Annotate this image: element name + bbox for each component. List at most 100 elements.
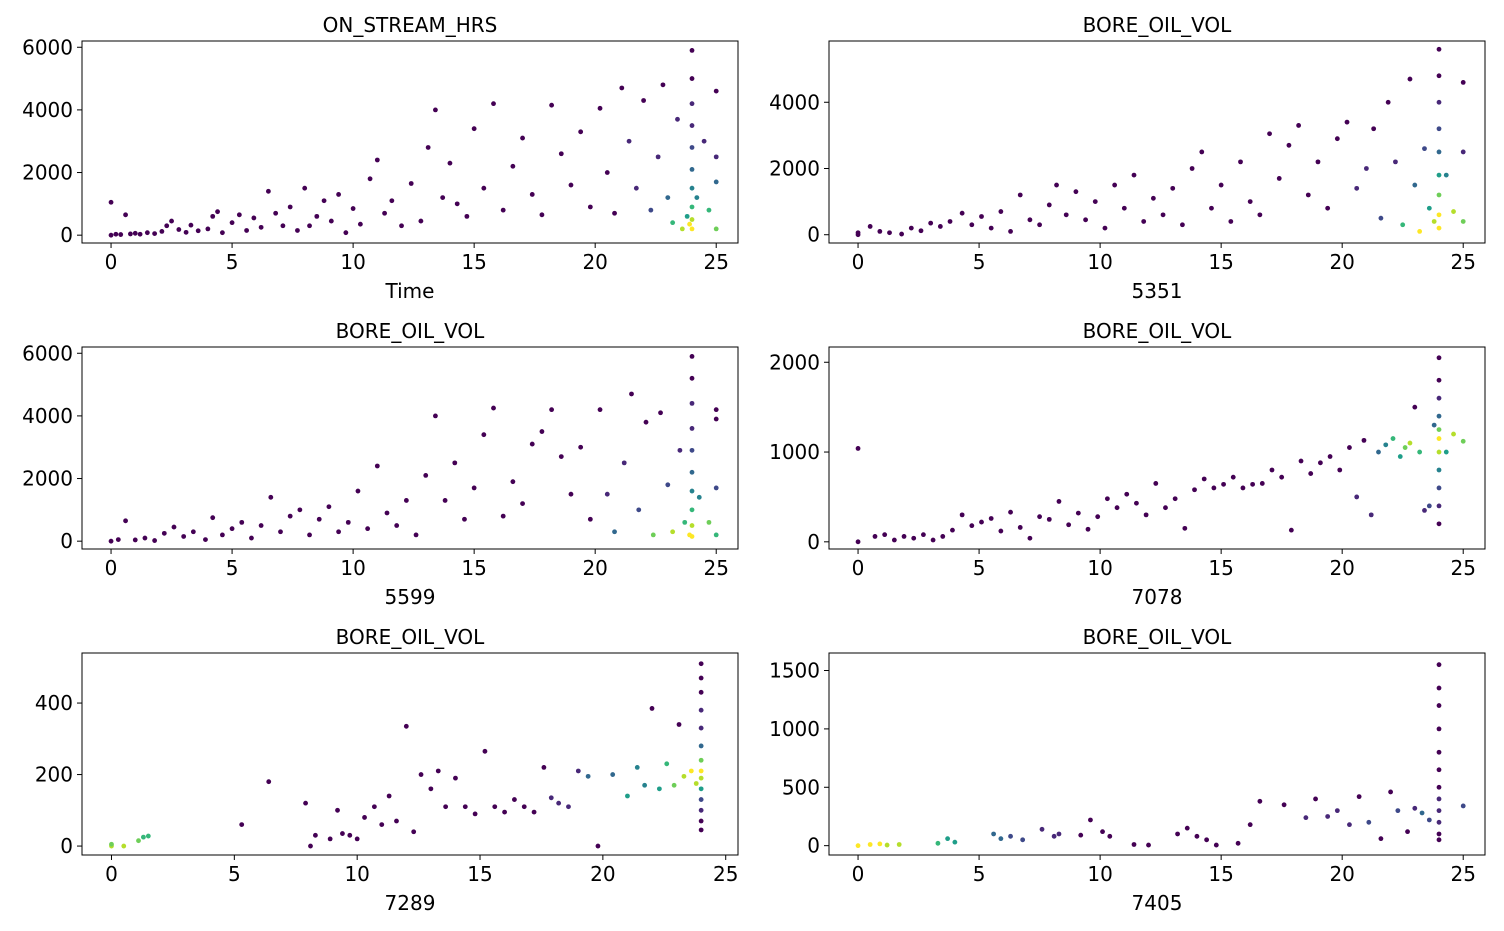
data-point: [698, 827, 704, 833]
data-point: [1027, 535, 1033, 541]
y-tick-label: 0: [807, 223, 820, 247]
data-point: [655, 154, 661, 160]
data-point: [634, 765, 640, 770]
data-point: [229, 526, 235, 532]
data-point: [1325, 205, 1331, 211]
data-point: [1257, 798, 1263, 804]
data-point: [1114, 505, 1120, 511]
x-tick-label: 15: [1208, 862, 1233, 886]
data-point: [887, 230, 892, 236]
data-point: [491, 101, 496, 107]
subplot-bore-oil-vol-5599: BORE_OIL_VOL 5599 0 5 10 15 20 25 0 2000 4000 600…: [22, 319, 739, 609]
data-point: [1436, 192, 1442, 198]
subplot-title: BORE_OIL_VOL: [336, 625, 486, 649]
data-point: [713, 532, 719, 538]
data-point: [713, 179, 719, 185]
data-point: [541, 765, 547, 770]
x-tick-label: 20: [1329, 556, 1354, 580]
plot-frame: [828, 652, 1486, 856]
data-point: [1436, 749, 1442, 755]
x-tick-label: 5: [973, 862, 986, 886]
data-point: [689, 353, 695, 359]
data-point: [1436, 225, 1442, 231]
data-point: [1385, 99, 1391, 105]
x-tick-label: 20: [582, 556, 607, 580]
data-point: [1436, 837, 1442, 843]
data-point: [128, 231, 133, 237]
data-point: [403, 498, 409, 503]
data-point: [988, 225, 994, 231]
data-point: [510, 479, 516, 485]
y-tick-label: 200: [35, 763, 73, 787]
data-point: [205, 226, 211, 232]
y-tick-label: 400: [35, 691, 73, 715]
data-point: [1451, 431, 1456, 437]
data-point: [471, 485, 477, 491]
data-point: [558, 454, 564, 460]
x-tick-label: 10: [1087, 862, 1112, 886]
data-point: [531, 809, 537, 815]
data-point: [1366, 819, 1372, 825]
data-point: [1088, 817, 1093, 823]
subplot-x-axis-label: 5351: [1132, 279, 1183, 303]
data-point: [210, 213, 216, 219]
subplot-title: BORE_OIL_VOL: [336, 319, 486, 343]
data-point: [472, 811, 478, 817]
data-point: [698, 757, 704, 763]
data-point: [1102, 225, 1108, 231]
data-point: [1211, 485, 1217, 491]
data-point: [1163, 505, 1168, 511]
data-point: [203, 537, 208, 543]
data-point: [689, 226, 695, 232]
data-point: [998, 528, 1004, 534]
subplot-title: BORE_OIL_VOL: [1083, 319, 1233, 343]
data-point: [1402, 445, 1408, 450]
data-point: [670, 529, 676, 535]
data-point: [190, 529, 196, 535]
data-point: [161, 530, 167, 536]
data-point: [677, 447, 683, 453]
data-point: [1078, 832, 1084, 838]
data-point: [952, 839, 958, 845]
data-point: [713, 88, 719, 94]
data-point: [877, 229, 883, 234]
data-point: [1313, 796, 1318, 802]
x-tick-label: 15: [1208, 250, 1233, 274]
data-point: [464, 213, 470, 219]
data-point: [1390, 436, 1396, 441]
data-point: [713, 416, 719, 422]
data-point: [930, 537, 936, 543]
data-point: [1436, 46, 1442, 52]
data-point: [713, 154, 719, 160]
y-tick-label: 6000: [22, 341, 73, 365]
y-tick-label: 4000: [22, 98, 73, 122]
data-point: [1436, 126, 1442, 132]
data-point: [1436, 521, 1442, 527]
data-point: [671, 782, 677, 788]
data-point: [568, 182, 574, 188]
y-tick-label: 4000: [22, 404, 73, 428]
data-point: [698, 775, 704, 781]
data-point: [597, 105, 603, 111]
data-point: [1017, 192, 1023, 198]
data-point: [713, 407, 719, 413]
data-point: [1298, 458, 1304, 464]
x-tick-label: 20: [590, 862, 615, 886]
data-point: [1334, 136, 1340, 142]
data-point: [1378, 836, 1384, 842]
data-point: [1051, 833, 1057, 839]
data-point: [1460, 79, 1466, 85]
data-point: [1327, 454, 1333, 459]
data-point: [1436, 99, 1442, 105]
data-point: [500, 207, 506, 213]
data-point: [1204, 837, 1210, 843]
subplot-x-axis-label: Time: [385, 279, 435, 303]
data-point: [1419, 810, 1425, 816]
data-point: [1213, 842, 1219, 848]
data-point: [1020, 837, 1026, 843]
data-point: [1150, 195, 1156, 201]
data-point: [109, 841, 114, 847]
plot-frame: [81, 652, 739, 856]
data-point: [1209, 205, 1214, 211]
